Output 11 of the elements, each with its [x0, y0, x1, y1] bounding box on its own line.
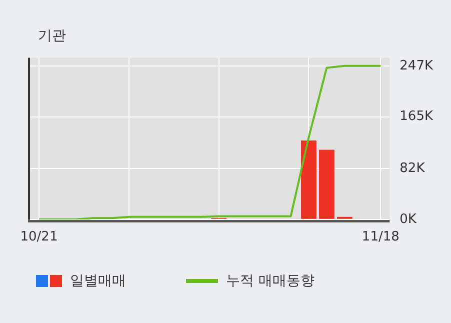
x-tick-label: 10/21: [20, 230, 58, 245]
y-tick-label: 247K: [400, 58, 434, 74]
bar: [319, 150, 334, 219]
legend-label: 일별매매: [70, 272, 126, 290]
chart-title: 기관: [38, 27, 66, 45]
bar: [301, 140, 316, 219]
legend-label: 누적 매매동향: [226, 272, 314, 290]
y-tick-label: 82K: [400, 160, 426, 176]
y-tick-label: 165K: [400, 109, 434, 124]
y-tick-label: 0K: [400, 212, 417, 227]
x-tick-label: 11/18: [362, 230, 400, 245]
